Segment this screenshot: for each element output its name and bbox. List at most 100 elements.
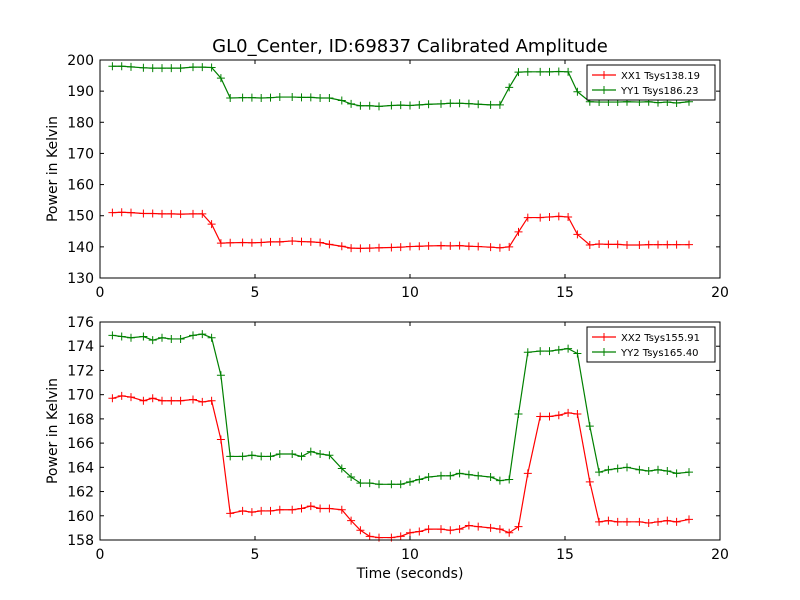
top-series-1-point [396, 243, 405, 252]
top-series-1-point [455, 241, 464, 250]
top-series-2-point [257, 93, 266, 102]
bottom-series-1-point [108, 394, 117, 403]
bottom-series-2-point [523, 348, 532, 357]
bottom-series-1-point [604, 516, 613, 525]
top-series-1-point [189, 209, 197, 218]
top-series-1-point [406, 242, 414, 251]
bottom-y-tick-label: 166 [67, 436, 94, 452]
top-series-2-point [158, 64, 166, 73]
bottom-series-1-point [158, 396, 166, 405]
top-x-tick-label: 20 [711, 285, 729, 301]
bottom-series-1-point [635, 517, 644, 526]
top-series-1-point [207, 220, 216, 229]
top-series-2-point [139, 63, 148, 72]
top-series-1-point [316, 238, 325, 247]
bottom-series-1-point [396, 532, 405, 541]
top-series-2-point [455, 99, 464, 108]
top-series-2-point [406, 101, 414, 110]
bottom-series-1-point [685, 515, 693, 524]
bottom-series-2-point [446, 471, 455, 480]
bottom-series-2-point [536, 347, 545, 356]
top-legend: XX1 Tsys138.19 YY1 Tsys186.23 [586, 64, 716, 101]
top-series-2-point [325, 93, 334, 102]
bottom-series-1-point [613, 517, 622, 526]
bottom-series-1-point [424, 525, 433, 534]
top-series-2-point [108, 62, 117, 71]
top-series-1-point [573, 230, 582, 239]
bottom-series-1-point [238, 506, 247, 515]
bottom-series-2-point [108, 331, 117, 340]
top-series-1-point [623, 240, 631, 249]
bottom-series-2-point [424, 473, 433, 482]
bottom-series-2-point [275, 450, 284, 459]
bottom-series-2-point [198, 330, 207, 339]
top-series-1-point [554, 212, 563, 221]
bottom-series-2-point [238, 452, 247, 461]
bottom-y-tick-label: 172 [67, 363, 94, 379]
top-legend-box [586, 64, 716, 101]
top-y-axis-label: Power in Kelvin [45, 116, 61, 222]
bottom-series-line-1 [112, 395, 690, 539]
bottom-series-2-point [464, 470, 473, 479]
bottom-legend: XX2 Tsys155.91 YY2 Tsys165.40 [586, 326, 716, 363]
bottom-series-1-point [266, 506, 275, 515]
bottom-series-1-point [644, 519, 653, 528]
bottom-series-1-point [464, 521, 473, 530]
bottom-legend-marker-1 [600, 333, 608, 341]
bottom-y-axis-label: Power in Kelvin [45, 378, 61, 484]
top-series-2-point [297, 93, 306, 102]
bottom-series-1-point [306, 502, 315, 511]
top-series-2-point [554, 67, 563, 76]
top-series-2-point [306, 93, 315, 102]
bottom-series-2-point [266, 452, 275, 461]
top-series-1-point [424, 241, 433, 250]
bottom-series-2-point [564, 344, 573, 353]
bottom-x-tick-label: 20 [711, 547, 729, 563]
top-y-tick-label: 160 [67, 178, 94, 194]
top-series-1-point [635, 240, 644, 249]
top-series-1-point [495, 243, 504, 252]
top-series-1-point [523, 213, 532, 222]
bottom-series-2-point [635, 465, 644, 474]
top-series-1-point [536, 213, 545, 222]
top-y-tick-label: 180 [67, 115, 94, 131]
top-series-1-point [437, 241, 445, 250]
bottom-series-2-point [337, 464, 346, 473]
bottom-series-1-point [437, 525, 445, 534]
top-series-1-point [663, 240, 672, 249]
bottom-series-1-point [198, 397, 207, 406]
bottom-series-2-point [127, 333, 135, 342]
bottom-series-1-point [523, 469, 532, 478]
x-axis-label: Time (seconds) [356, 566, 464, 582]
bottom-y-tick-label: 174 [67, 339, 94, 355]
top-x-tick-label: 5 [251, 285, 260, 301]
bottom-series-1-point [176, 396, 185, 405]
bottom-series-2-point [316, 450, 325, 459]
bottom-series-2-point [406, 477, 414, 486]
bottom-series-2-point [514, 410, 523, 419]
bottom-y-tick-label: 176 [67, 315, 94, 331]
top-series-2-point [216, 74, 225, 83]
bottom-series-2-point [663, 466, 672, 475]
bottom-legend-box [586, 326, 716, 363]
bottom-series-1-point [117, 391, 126, 400]
top-series-1-point [127, 208, 135, 217]
top-series-2-point [495, 100, 504, 109]
top-series-2-point [545, 67, 554, 76]
top-series-2-point [316, 93, 325, 102]
top-series-1-point [337, 242, 346, 251]
top-series-1-point [375, 243, 383, 252]
bottom-y-tick-label: 170 [67, 388, 94, 404]
top-series-2-point [387, 101, 396, 110]
bottom-series-1-point [127, 393, 135, 402]
bottom-series-2-point [325, 451, 334, 460]
bottom-series-2-point [685, 468, 693, 477]
top-x-tick-label: 0 [96, 285, 105, 301]
bottom-series-1-point [415, 527, 424, 536]
top-series-2-point [424, 100, 433, 109]
bottom-series-1-point [585, 477, 594, 486]
top-series-1-point [238, 238, 247, 247]
bottom-series-1-point [595, 517, 604, 526]
bottom-x-tick-label: 5 [251, 547, 260, 563]
top-series-2-point [464, 99, 473, 108]
